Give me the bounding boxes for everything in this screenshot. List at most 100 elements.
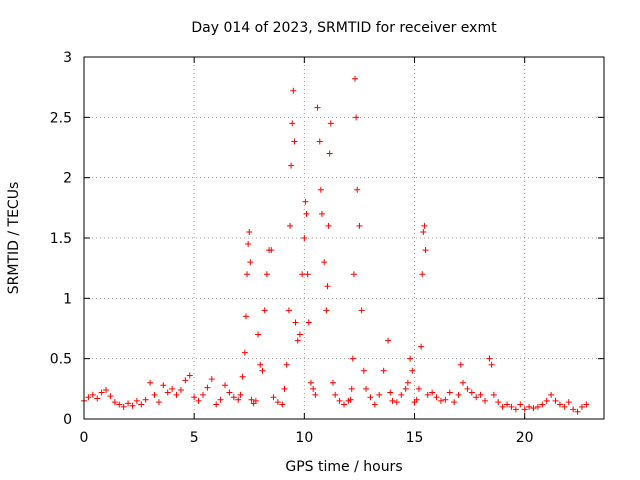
data-point [437, 397, 444, 404]
y-tick-label: 2 [63, 171, 72, 187]
data-point [302, 198, 309, 205]
data-point [208, 376, 215, 383]
data-point [316, 138, 323, 145]
x-tick-label: 0 [80, 430, 89, 446]
data-point [290, 87, 297, 94]
plot-frame [83, 56, 605, 420]
data-point [326, 150, 333, 157]
data-point [570, 406, 577, 413]
data-point [318, 210, 325, 217]
data-point [292, 319, 299, 326]
data-point [274, 399, 281, 406]
data-point [186, 372, 193, 379]
data-point [490, 391, 497, 398]
data-point [574, 408, 581, 415]
data-point [429, 389, 436, 396]
grid-lines [84, 57, 604, 419]
data-point [125, 400, 132, 407]
data-point [294, 337, 301, 344]
data-point [259, 367, 266, 374]
data-point [247, 259, 254, 266]
data-point [508, 403, 515, 410]
data-point [413, 396, 420, 403]
data-point [283, 361, 290, 368]
data-point [367, 394, 374, 401]
data-point [517, 401, 524, 408]
data-point [237, 391, 244, 398]
data-point [419, 271, 426, 278]
data-point [111, 399, 118, 406]
data-point [424, 391, 431, 398]
data-point [191, 394, 198, 401]
data-point [358, 307, 365, 314]
data-point [289, 120, 296, 127]
y-tick-label: 3 [63, 50, 72, 66]
data-point [420, 228, 427, 235]
data-point [459, 379, 466, 386]
data-point [324, 283, 331, 290]
data-point [422, 247, 429, 254]
data-point [349, 355, 356, 362]
y-tick-label: 1.5 [50, 231, 72, 247]
data-point [291, 138, 298, 145]
data-point [348, 385, 355, 392]
data-point [407, 355, 414, 362]
x-tick-label: 20 [516, 430, 534, 446]
data-point [142, 396, 149, 403]
data-point [213, 401, 220, 408]
data-point [103, 387, 110, 394]
data-point [263, 271, 270, 278]
data-point [327, 120, 334, 127]
data-point [268, 247, 275, 254]
data-point [242, 313, 249, 320]
data-point [314, 104, 321, 111]
data-point [147, 379, 154, 386]
data-point [398, 391, 405, 398]
data-point [317, 186, 324, 193]
data-point [252, 397, 259, 404]
data-point [512, 406, 519, 413]
data-point [418, 343, 425, 350]
data-point [281, 385, 288, 392]
data-point [307, 379, 314, 386]
data-point [138, 401, 145, 408]
data-point [488, 361, 495, 368]
data-point [321, 259, 328, 266]
data-point [482, 397, 489, 404]
chart-title: Day 014 of 2023, SRMTID for receiver exm… [191, 20, 497, 36]
y-tick-label: 1 [63, 291, 72, 307]
data-point [352, 75, 359, 82]
data-point [285, 307, 292, 314]
data-point [495, 399, 502, 406]
data-point [385, 337, 392, 344]
data-point [305, 319, 312, 326]
data-point [160, 382, 167, 389]
data-point [409, 367, 416, 374]
data-point [235, 396, 242, 403]
data-point [239, 373, 246, 380]
data-point [442, 396, 449, 403]
data-point [173, 391, 180, 398]
data-point [421, 222, 428, 229]
data-point [177, 387, 184, 394]
data-point [451, 399, 458, 406]
data-point [310, 385, 317, 392]
data-point [404, 379, 411, 386]
data-point [323, 307, 330, 314]
data-point [473, 394, 480, 401]
data-point [325, 222, 332, 229]
y-axis-label: SRMTID / TECUs [6, 182, 22, 295]
data-point [376, 391, 383, 398]
data-point [543, 397, 550, 404]
data-point [561, 403, 568, 410]
data-point [415, 385, 422, 392]
data-point [245, 241, 252, 248]
data-point [217, 396, 224, 403]
data-point [301, 235, 308, 241]
data-point [164, 389, 171, 396]
data-point [199, 391, 206, 398]
data-point [116, 401, 123, 408]
data-point [455, 391, 462, 398]
data-point [257, 361, 264, 368]
data-point [457, 361, 464, 368]
